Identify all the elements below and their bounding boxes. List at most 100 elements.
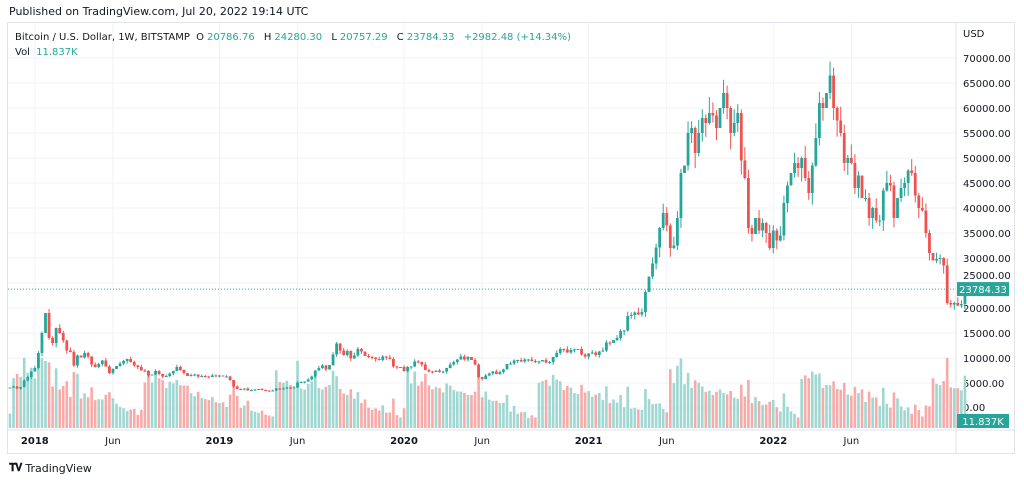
candle-body — [562, 349, 566, 350]
volume-bar — [282, 382, 285, 428]
candle-body — [338, 343, 342, 351]
volume-bar — [626, 386, 629, 428]
candle-body — [381, 356, 385, 360]
volume-bar — [839, 389, 842, 428]
candle-body — [789, 173, 793, 186]
candle-body — [715, 115, 718, 128]
volume-bar — [257, 412, 260, 428]
candle-body — [956, 303, 960, 306]
candle-body — [218, 375, 221, 377]
candle-body — [321, 365, 324, 368]
volume-bar — [889, 407, 892, 428]
chart-frame — [7, 22, 1015, 454]
candle-body — [860, 175, 864, 198]
candle-body — [768, 233, 772, 248]
candle-body — [463, 356, 466, 360]
volume-bar — [370, 409, 374, 428]
candle-body — [906, 170, 910, 183]
candle-body — [587, 353, 591, 357]
volume-bar — [278, 381, 282, 428]
volume-bar — [740, 384, 743, 428]
candle-body — [139, 367, 143, 371]
candle-body — [782, 203, 786, 236]
volume-bar — [860, 389, 864, 428]
candle-body — [281, 388, 285, 390]
volume-bar — [864, 402, 867, 428]
x-tick-label: Jun — [843, 436, 860, 447]
volume-bar — [466, 394, 470, 428]
candle-body — [679, 173, 683, 218]
volume-bar — [441, 392, 445, 428]
candle-body — [889, 183, 892, 186]
last-price-label: 23784.33 — [959, 285, 1007, 296]
candle-body — [853, 163, 857, 188]
candle-body — [502, 369, 505, 372]
volume-bar — [956, 388, 960, 428]
candle-body — [395, 366, 399, 368]
volume-bar — [15, 373, 19, 428]
volume-bar — [118, 406, 122, 428]
volume-bar — [12, 378, 15, 428]
candle-body — [764, 223, 768, 233]
tradingview-brand[interactable]: 𝐓𝐕 TradingView — [9, 461, 92, 475]
candle-body — [104, 360, 108, 367]
volume-bar — [473, 391, 477, 428]
candle-body — [913, 173, 917, 196]
candle-body — [477, 364, 480, 377]
volume-bar — [260, 410, 264, 428]
legend-row-price: Bitcoin / U.S. Dollar, 1W, BITSTAMP O 207… — [15, 30, 574, 45]
volume-bar — [729, 391, 732, 428]
volume-bar — [495, 400, 498, 428]
y-tick-label: 35000.00 — [963, 229, 1011, 240]
candle-body — [228, 376, 232, 380]
volume-bar — [647, 398, 651, 428]
volume-bar — [218, 403, 221, 428]
candle-body — [58, 328, 62, 333]
volume-bar — [122, 408, 125, 428]
volume-bar — [885, 403, 889, 428]
candle-body — [668, 225, 672, 248]
candle-body — [441, 371, 445, 373]
volume-bar — [360, 402, 363, 428]
candle-body — [207, 376, 211, 378]
candle-body — [647, 276, 651, 292]
candle-body — [739, 113, 743, 161]
candle-body — [871, 208, 875, 218]
volume-bar — [211, 397, 214, 428]
candle-body — [931, 253, 935, 261]
last-price-badge — [957, 282, 1009, 297]
x-tick-label: 2021 — [575, 436, 603, 447]
candle-body — [40, 333, 44, 353]
volume-bar — [296, 360, 299, 428]
volume-bar — [51, 386, 54, 428]
volume-bar — [502, 402, 505, 428]
volume-bar — [111, 398, 115, 428]
x-tick-label: Jun — [104, 436, 121, 447]
candle-body — [392, 359, 395, 367]
volume-bar — [558, 381, 562, 428]
candle-body — [122, 361, 125, 364]
volume-bar — [945, 358, 949, 428]
candle-body — [310, 376, 314, 380]
volume-bar — [825, 385, 828, 428]
candle-body — [516, 360, 520, 361]
volume-bar — [871, 397, 874, 428]
volume-bar — [289, 385, 292, 428]
volume-bar — [960, 390, 963, 428]
candle-body — [707, 113, 711, 123]
candle-body — [86, 353, 90, 357]
candle-body — [548, 362, 551, 363]
candle-body — [438, 370, 441, 372]
candle-body — [676, 218, 679, 246]
candle-body — [246, 388, 250, 391]
candle-body — [672, 245, 676, 248]
low-value: L 20757.29 — [331, 32, 388, 43]
candle-body — [615, 338, 619, 340]
volume-bar — [782, 393, 786, 428]
volume-bar — [612, 399, 615, 428]
volume-bar — [26, 372, 30, 428]
volume-bar — [86, 397, 90, 428]
candle-body — [76, 355, 79, 366]
legend-row-volume: Vol 11.837K — [15, 45, 574, 60]
